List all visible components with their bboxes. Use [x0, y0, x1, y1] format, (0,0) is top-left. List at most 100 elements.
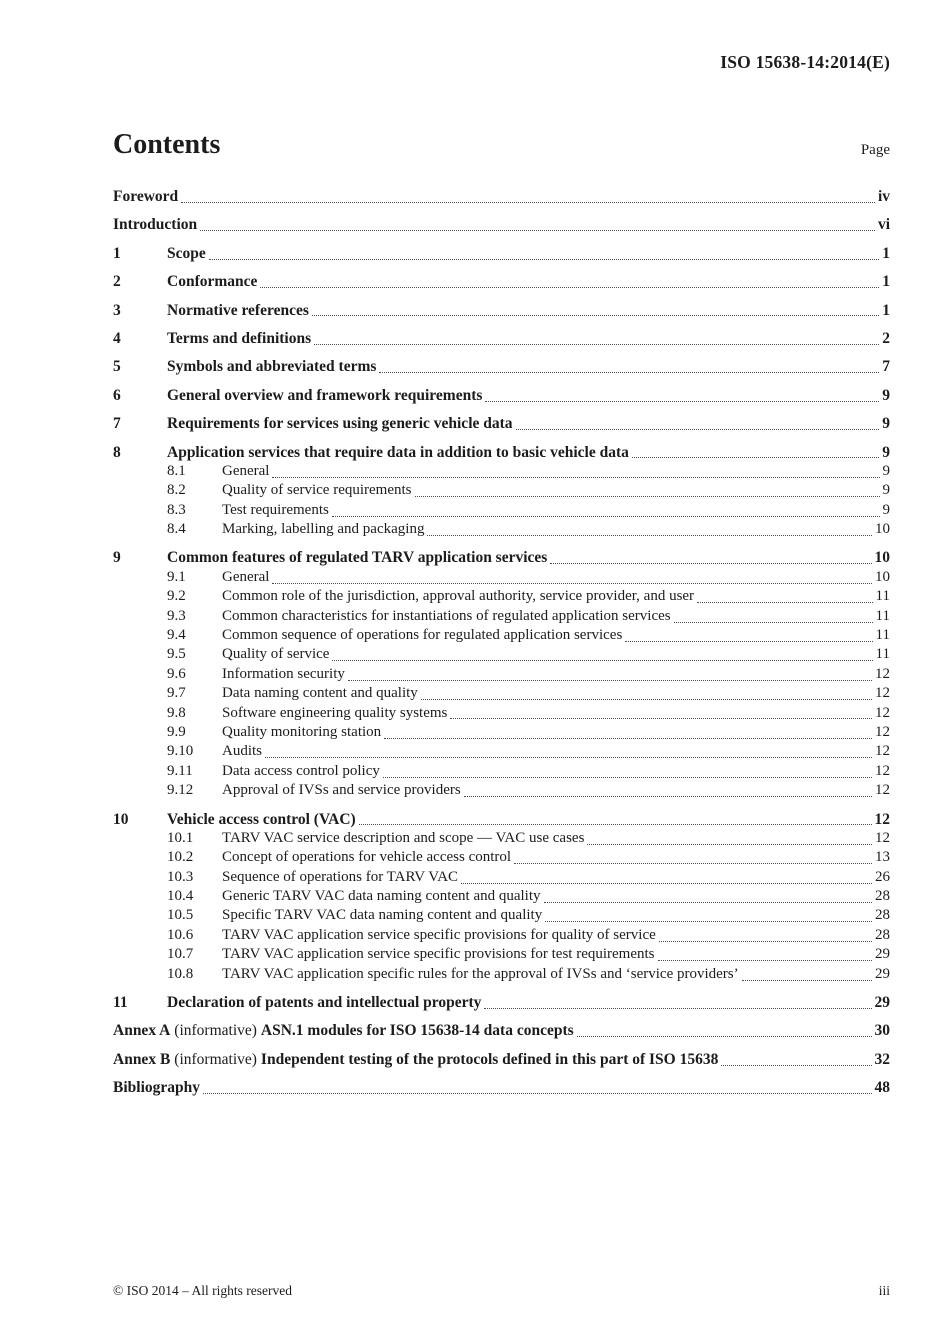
toc-entry-page: 10: [875, 568, 890, 585]
dot-leader: [314, 343, 880, 345]
dot-leader: [414, 496, 880, 498]
dot-leader: [550, 563, 872, 565]
toc-entry[interactable]: Annex A (informative) ASN.1 modules for IS…: [113, 1021, 890, 1040]
toc-entry-page: 9: [882, 443, 890, 461]
toc-entry[interactable]: Introduction vi: [113, 215, 890, 234]
toc-entry-page: 32: [874, 1050, 891, 1068]
toc-entry-page: 9: [882, 415, 890, 433]
toc-entry-page: 12: [875, 665, 890, 682]
toc-entry[interactable]: 10 Vehicle access control (VAC) 12: [113, 810, 890, 829]
toc-entry[interactable]: 9.1 General 10: [113, 568, 890, 587]
toc-entry-number: 9.10: [167, 743, 194, 760]
toc-entry-number: 9.9: [167, 723, 186, 740]
toc-entry[interactable]: 9.5 Quality of service 11: [113, 645, 890, 664]
toc-entry[interactable]: 8.4 Marking, labelling and packaging 10: [113, 520, 890, 539]
toc-entry-number: 9.3: [167, 607, 186, 624]
toc-entry-title: Independent testing of the protocols def…: [260, 1050, 719, 1068]
toc-entry[interactable]: 10.3 Sequence of operations for TARV VAC 2…: [113, 868, 890, 887]
dot-leader: [332, 660, 873, 662]
toc-entry[interactable]: Annex B (informative) Independent testing …: [113, 1050, 890, 1069]
toc-entry[interactable]: 10.7 TARV VAC application service specifi…: [113, 945, 890, 964]
dot-leader: [208, 258, 880, 260]
toc-entry[interactable]: 9.6 Information security 12: [113, 665, 890, 684]
toc-entry-title: General: [222, 568, 270, 585]
toc-entry[interactable]: 9.11 Data access control policy 12: [113, 762, 890, 781]
dot-leader: [657, 960, 872, 962]
toc-entry[interactable]: 1 Scope 1: [113, 244, 890, 263]
dot-leader: [427, 534, 872, 536]
toc-entry-page: 2: [882, 329, 890, 347]
toc-entry-title: Quality of service requirements: [222, 482, 412, 499]
toc-entry[interactable]: 10.2 Concept of operations for vehicle ac…: [113, 848, 890, 867]
toc-entry-number: 8.2: [167, 482, 186, 499]
toc-entry-number: 9.8: [167, 704, 186, 721]
toc-entry-number: 9.1: [167, 568, 186, 585]
toc-entry-page: 10: [874, 549, 891, 567]
dot-leader: [485, 400, 880, 402]
toc-entry[interactable]: 3 Normative references 1: [113, 301, 890, 320]
page-column-label: Page: [860, 142, 890, 158]
toc-entry[interactable]: 10.6 TARV VAC application service specifi…: [113, 926, 890, 945]
toc-entry[interactable]: 10.4 Generic TARV VAC data naming content…: [113, 887, 890, 906]
toc-entry[interactable]: 8.3 Test requirements 9: [113, 501, 890, 520]
toc-entry-title: TARV VAC application specific rules for …: [222, 965, 739, 982]
toc-entry-title: General: [222, 462, 270, 479]
toc-entry-number: 10.3: [167, 868, 194, 885]
toc-entry-page: 12: [875, 685, 890, 702]
footer-page-number: iii: [878, 1283, 890, 1298]
dot-leader: [461, 882, 872, 884]
toc-entry[interactable]: 9 Common features of regulated TARV appli…: [113, 548, 890, 567]
toc-entry-title: Audits: [222, 743, 263, 760]
toc-entry-page: iv: [877, 187, 890, 205]
dot-leader: [463, 796, 872, 798]
toc-entry-page: 28: [875, 907, 890, 924]
toc-entry[interactable]: 9.12 Approval of IVSs and service provide…: [113, 781, 890, 800]
dot-leader: [200, 230, 875, 232]
toc-entry[interactable]: 8.1 General 9: [113, 462, 890, 481]
toc-entry[interactable]: Bibliography 48: [113, 1078, 890, 1097]
toc-entry-title: Data access control policy: [222, 762, 380, 779]
toc-entry-page: 12: [875, 723, 890, 740]
toc-entry[interactable]: 9.2 Common role of the jurisdiction, appr…: [113, 587, 890, 606]
toc-entry-page: 28: [875, 926, 890, 943]
toc-entry[interactable]: Foreword iv: [113, 187, 890, 206]
toc-entry[interactable]: 10.1 TARV VAC service description and sco…: [113, 829, 890, 848]
toc-entry[interactable]: 9.8 Software engineering quality systems 1…: [113, 704, 890, 723]
table-of-contents: Foreword iv Introduction vi 1 Scope 1 2 Conforma…: [113, 187, 890, 1098]
dot-leader: [514, 863, 872, 865]
toc-entry[interactable]: 7 Requirements for services using generic…: [113, 414, 890, 433]
toc-entry[interactable]: 11 Declaration of patents and intellectua…: [113, 993, 890, 1012]
toc-entry-number: 8.3: [167, 501, 186, 518]
toc-entry[interactable]: 4 Terms and definitions 2: [113, 329, 890, 348]
toc-entry-page: 11: [875, 646, 890, 663]
toc-entry-page: 29: [875, 946, 890, 963]
toc-entry[interactable]: 5 Symbols and abbreviated terms 7: [113, 357, 890, 376]
toc-entry-page: 9: [882, 462, 891, 479]
toc-entry[interactable]: 9.4 Common sequence of operations for reg…: [113, 626, 890, 645]
toc-entry-number: 5: [113, 358, 121, 376]
toc-entry-number: 9: [113, 549, 121, 567]
dot-leader: [587, 843, 872, 845]
toc-entry[interactable]: 2 Conformance 1: [113, 272, 890, 291]
toc-entry[interactable]: 8 Application services that require data …: [113, 443, 890, 462]
toc-entry-number: 9.12: [167, 782, 194, 799]
toc-entry-page: 30: [874, 1022, 891, 1040]
toc-entry[interactable]: 9.9 Quality monitoring station 12: [113, 723, 890, 742]
toc-entry-title: Declaration of patents and intellectual …: [167, 994, 482, 1012]
toc-entry[interactable]: 8.2 Quality of service requirements 9: [113, 481, 890, 500]
toc-entry-title: Quality of service: [222, 646, 330, 663]
toc-entry[interactable]: 9.7 Data naming content and quality 12: [113, 684, 890, 703]
toc-entry-title: Requirements for services using generic …: [167, 415, 513, 433]
dot-leader: [673, 621, 873, 623]
toc-entry-title: Introduction: [113, 216, 198, 234]
toc-entry-number: 9.4: [167, 627, 186, 644]
toc-entry[interactable]: 6 General overview and framework requirem…: [113, 386, 890, 405]
dot-leader: [384, 737, 872, 739]
toc-entry[interactable]: 10.5 Specific TARV VAC data naming conten…: [113, 907, 890, 926]
toc-entry[interactable]: 9.10 Audits 12: [113, 742, 890, 761]
toc-entry[interactable]: 9.3 Common characteristics for instantiat…: [113, 607, 890, 626]
toc-entry[interactable]: 10.8 TARV VAC application specific rules …: [113, 965, 890, 984]
dot-leader: [382, 776, 872, 778]
toc-entry-number: 10.8: [167, 965, 194, 982]
toc-entry-number: 3: [113, 301, 121, 319]
